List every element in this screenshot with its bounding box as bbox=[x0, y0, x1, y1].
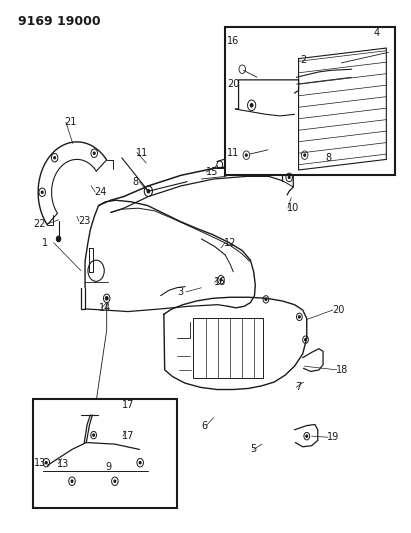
Text: 5: 5 bbox=[250, 445, 256, 455]
Text: 8: 8 bbox=[132, 176, 138, 187]
Text: 17: 17 bbox=[122, 431, 134, 441]
Circle shape bbox=[114, 480, 115, 482]
Text: 19: 19 bbox=[327, 432, 339, 442]
Text: 16: 16 bbox=[227, 36, 239, 46]
Bar bbox=[193, 318, 263, 378]
Text: 11: 11 bbox=[227, 148, 239, 158]
Text: 18: 18 bbox=[336, 365, 349, 375]
Text: 13: 13 bbox=[34, 458, 46, 467]
Bar bbox=[225, 27, 395, 175]
Text: 15: 15 bbox=[206, 167, 218, 177]
Text: 14: 14 bbox=[99, 303, 112, 313]
Text: 24: 24 bbox=[95, 187, 107, 197]
Circle shape bbox=[305, 338, 306, 341]
Text: 9: 9 bbox=[105, 462, 111, 472]
Circle shape bbox=[93, 434, 95, 436]
Text: 22: 22 bbox=[33, 219, 46, 229]
Text: 9169 19000: 9169 19000 bbox=[18, 14, 100, 28]
Circle shape bbox=[46, 462, 47, 464]
Circle shape bbox=[54, 157, 55, 159]
Text: 2: 2 bbox=[300, 55, 307, 64]
Circle shape bbox=[265, 298, 267, 301]
Text: 7: 7 bbox=[296, 382, 302, 392]
Bar bbox=[33, 399, 177, 508]
Circle shape bbox=[245, 154, 247, 156]
Circle shape bbox=[250, 104, 253, 107]
Text: 1: 1 bbox=[42, 238, 48, 248]
Text: 23: 23 bbox=[78, 216, 90, 227]
Text: 16: 16 bbox=[214, 277, 226, 287]
Text: 11: 11 bbox=[136, 148, 148, 158]
Text: 3: 3 bbox=[177, 287, 183, 297]
Circle shape bbox=[298, 316, 300, 318]
Circle shape bbox=[139, 462, 141, 464]
Circle shape bbox=[147, 190, 150, 193]
Text: 12: 12 bbox=[224, 238, 236, 248]
Circle shape bbox=[304, 154, 305, 156]
Circle shape bbox=[289, 176, 290, 179]
Circle shape bbox=[306, 435, 307, 437]
Text: 20: 20 bbox=[227, 78, 240, 88]
Text: 10: 10 bbox=[287, 203, 299, 213]
Text: 21: 21 bbox=[65, 117, 77, 127]
Circle shape bbox=[42, 191, 43, 193]
Circle shape bbox=[71, 480, 73, 482]
Text: 4: 4 bbox=[374, 28, 380, 38]
Text: 17: 17 bbox=[122, 400, 134, 410]
Text: 6: 6 bbox=[201, 421, 208, 431]
Circle shape bbox=[93, 152, 95, 154]
Text: 8: 8 bbox=[325, 153, 331, 163]
Circle shape bbox=[56, 236, 60, 241]
Text: 20: 20 bbox=[332, 305, 344, 315]
Circle shape bbox=[106, 297, 108, 300]
Text: 13: 13 bbox=[56, 459, 69, 469]
Circle shape bbox=[220, 279, 222, 281]
